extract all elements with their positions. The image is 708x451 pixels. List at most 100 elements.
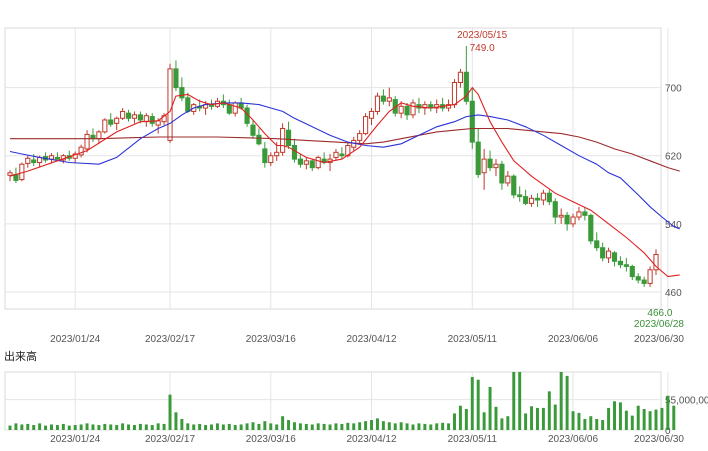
candle-down <box>588 214 594 242</box>
candle-down <box>517 194 523 198</box>
volume-bars <box>8 372 676 430</box>
volume-bar <box>251 422 255 430</box>
volume-panel-title: 出来高 <box>4 349 37 363</box>
low-date-label: 2023/06/28 <box>634 319 684 330</box>
candle-down <box>125 112 132 119</box>
volume-bar <box>310 424 314 430</box>
volume-bar <box>32 425 36 430</box>
volume-bar <box>535 407 539 430</box>
volume-bar <box>565 375 569 430</box>
candle-down <box>475 141 481 175</box>
volume-bar <box>458 405 462 430</box>
volume-bar <box>589 416 593 430</box>
volume-bar <box>8 425 12 430</box>
candle-up <box>155 120 161 126</box>
volume-bar <box>316 423 320 430</box>
candle-down <box>54 156 60 160</box>
volume-bar <box>630 415 634 430</box>
candle-down <box>641 279 647 284</box>
candle-down <box>226 104 232 114</box>
candle-up <box>131 114 138 119</box>
volume-panel: 出来高 055,000,000 2023/01/242023/02/172023… <box>4 349 708 445</box>
volume-bar <box>405 423 409 430</box>
candle-down <box>262 148 268 164</box>
volume-bar <box>115 425 119 430</box>
volume-bar <box>121 423 125 430</box>
volume-bar <box>91 424 95 430</box>
volume-bar <box>488 386 492 430</box>
candle-down <box>173 68 179 89</box>
volume-bar <box>447 423 451 430</box>
candle-down <box>534 197 541 201</box>
volume-bar <box>97 425 101 430</box>
volume-bar <box>287 420 291 430</box>
candle-up <box>280 127 286 153</box>
volume-bar <box>340 423 344 430</box>
volume-bar <box>524 413 528 430</box>
volume-bar <box>292 422 296 430</box>
volume-bar <box>20 424 24 430</box>
candle-down <box>564 214 570 225</box>
volume-bar <box>541 407 545 430</box>
candle-up <box>374 95 381 112</box>
candle-down <box>600 247 606 259</box>
candle-up <box>72 153 78 159</box>
volume-bar <box>44 425 48 430</box>
candle-down <box>635 276 641 281</box>
candle-down <box>629 265 635 278</box>
candle-up <box>268 155 274 164</box>
volume-bar <box>14 423 18 430</box>
volume-bar <box>138 423 142 430</box>
volume-bar <box>482 412 486 430</box>
volume-bar <box>210 424 213 430</box>
volume-bar <box>304 423 308 430</box>
price-x-tick-label: 2023/04/12 <box>346 334 396 345</box>
price-x-tick-label: 2023/03/16 <box>246 334 296 345</box>
candle-up <box>647 269 653 284</box>
volume-bar <box>103 423 107 430</box>
candle-up <box>363 116 369 135</box>
volume-bar <box>192 424 196 430</box>
volume-bar <box>168 394 172 430</box>
candle-up <box>78 146 84 156</box>
volume-bar <box>322 423 326 430</box>
candle-up <box>606 250 612 259</box>
candle-up <box>114 117 120 124</box>
volume-x-tick-label: 2023/05/11 <box>448 434 498 445</box>
volume-bar <box>358 422 362 430</box>
volume-bar <box>298 423 302 430</box>
price-y-tick-label: 460 <box>665 288 682 299</box>
low-value-label: 466.0 <box>647 308 672 319</box>
price-y-axis: 460 540 620 700 <box>665 84 682 299</box>
volume-bar <box>648 411 652 430</box>
volume-y-axis: 0 55,000,000 <box>665 396 708 437</box>
volume-y-tick-label: 0 <box>665 426 671 437</box>
candle-up <box>422 104 428 109</box>
price-panel: 460 540 620 700 2023/05/15 749.0 466.0 2023… <box>4 27 684 345</box>
candle-up <box>25 157 31 164</box>
candle-up <box>96 131 102 140</box>
volume-bar <box>553 404 557 430</box>
candle-down <box>552 201 558 218</box>
volume-x-tick-label: 2023/04/12 <box>346 434 396 445</box>
volume-bar <box>227 423 231 430</box>
volume-bar <box>399 422 403 430</box>
volume-bar <box>660 407 664 430</box>
candle-down <box>582 211 588 216</box>
candle-down <box>469 100 475 143</box>
volume-bar <box>613 401 616 430</box>
volume-bar <box>435 423 439 430</box>
candle-up <box>505 175 511 184</box>
volume-bar <box>559 372 563 430</box>
candle-up <box>386 97 392 102</box>
candle-down <box>617 260 624 266</box>
volume-y-tick-label: 55,000,000 <box>665 396 708 407</box>
volume-bar <box>132 425 136 430</box>
volume-bar <box>618 402 622 430</box>
volume-bar <box>381 421 385 430</box>
volume-x-tick-label: 2023/01/24 <box>50 434 100 445</box>
price-x-tick-label: 2023/06/30 <box>634 334 684 345</box>
volume-bar <box>245 423 249 430</box>
candlesticks <box>7 45 659 287</box>
